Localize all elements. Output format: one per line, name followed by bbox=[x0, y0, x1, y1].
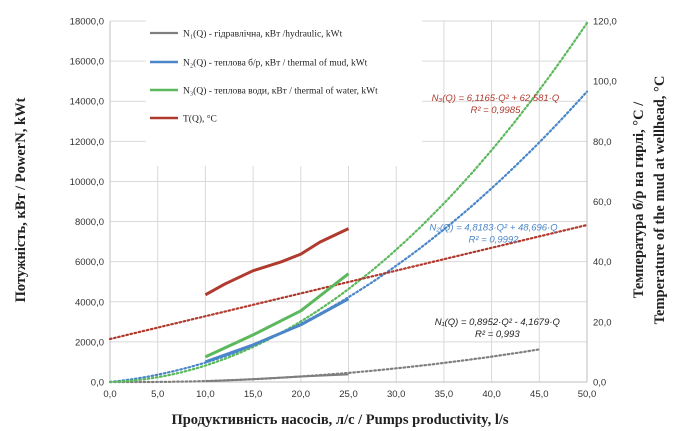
trendline-annotations: N₃(Q) = 6,1165·Q² + 62,581·QR² = 0,9985 N… bbox=[429, 93, 560, 340]
x-tick-label: 30,0 bbox=[387, 389, 406, 400]
x-tick-label: 45,0 bbox=[530, 389, 549, 400]
y2-tick-label: 40,0 bbox=[593, 257, 612, 268]
series-line-t bbox=[204, 227, 350, 297]
y-tick-label: 14000,0 bbox=[70, 97, 104, 108]
y-axis-title: Потужність, кВт / PowerN, kWt bbox=[13, 97, 29, 302]
x-tick-label: 10,0 bbox=[196, 389, 215, 400]
x-tick-label: 20,0 bbox=[292, 389, 311, 400]
trendline-n3 bbox=[108, 21, 589, 384]
trendline-t bbox=[108, 223, 589, 341]
annotation-t_eq-equation: N₃(Q) = 6,1165·Q² + 62,581·Q bbox=[432, 93, 560, 104]
annotation-n1_eq-equation: N₁(Q) = 0,8952·Q² - 4,1679·Q bbox=[435, 317, 561, 328]
y2-tick-label: 120,0 bbox=[593, 17, 617, 28]
y2-tick-label: 60,0 bbox=[593, 197, 612, 208]
legend-label-t: T(Q), °С bbox=[183, 114, 217, 125]
x-tick-label: 25,0 bbox=[339, 389, 358, 400]
x-tick-label: 50,0 bbox=[578, 389, 597, 400]
x-tick-label: 35,0 bbox=[435, 389, 454, 400]
y2-tick-label: 0,0 bbox=[593, 378, 606, 389]
y-tick-label: 18000,0 bbox=[70, 17, 104, 28]
series-line-n1 bbox=[205, 373, 349, 383]
x-tick-label: 5,0 bbox=[151, 389, 164, 400]
x-tick-label: 40,0 bbox=[482, 389, 501, 400]
series bbox=[108, 21, 589, 384]
legend-label-n3: N₃(Q) - теплова води, кВт / thermal of w… bbox=[183, 86, 378, 97]
y-tick-label: 10000,0 bbox=[70, 177, 104, 188]
y-tick-label: 4000,0 bbox=[75, 297, 104, 308]
legend-label-n1: N₁(Q) - гідравлічна, кВт /hydraulic, kWt bbox=[183, 29, 343, 40]
x-tick-label: 15,0 bbox=[244, 389, 263, 400]
y-tick-label: 2000,0 bbox=[75, 337, 104, 348]
series-line-n3 bbox=[204, 272, 350, 359]
legend: N₁(Q) - гідравлічна, кВт /hydraulic, kWt… bbox=[150, 29, 378, 125]
legend-label-n2: N₂(Q) - теплова б/р, кВт / thermal of mu… bbox=[183, 58, 368, 69]
annotation-n2_eq-r2: R² = 0,9992 bbox=[469, 235, 520, 246]
x-tick-label: 0,0 bbox=[103, 389, 116, 400]
y2-tick-label: 20,0 bbox=[593, 317, 612, 328]
y-tick-label: 6000,0 bbox=[75, 257, 104, 268]
y-tick-label: 16000,0 bbox=[70, 57, 104, 68]
y2-tick-label: 100,0 bbox=[593, 77, 617, 88]
annotation-t_eq-r2: R² = 0,9985 bbox=[470, 105, 521, 116]
y-tick-label: 8000,0 bbox=[75, 217, 104, 228]
x-axis-title: Продуктивність насосів, л/с / Pumps prod… bbox=[171, 412, 508, 428]
y-tick-label: 0,0 bbox=[91, 378, 104, 389]
y2-axis-title-line1: Температура б/р на гирлі, °С / bbox=[631, 101, 647, 298]
annotation-n1_eq-r2: R² = 0,993 bbox=[475, 329, 520, 340]
legend-background bbox=[146, 16, 422, 166]
trendline-n2 bbox=[108, 90, 589, 384]
y-tick-label: 12000,0 bbox=[70, 137, 104, 148]
y2-axis-title-line2: Temperature of the mud at wellhead, °С bbox=[652, 76, 668, 325]
annotation-n2_eq-equation: N₂(Q) = 4,8183·Q² + 48,696·Q bbox=[429, 223, 558, 234]
series-line-n2 bbox=[204, 297, 350, 364]
y2-tick-label: 80,0 bbox=[593, 137, 612, 148]
